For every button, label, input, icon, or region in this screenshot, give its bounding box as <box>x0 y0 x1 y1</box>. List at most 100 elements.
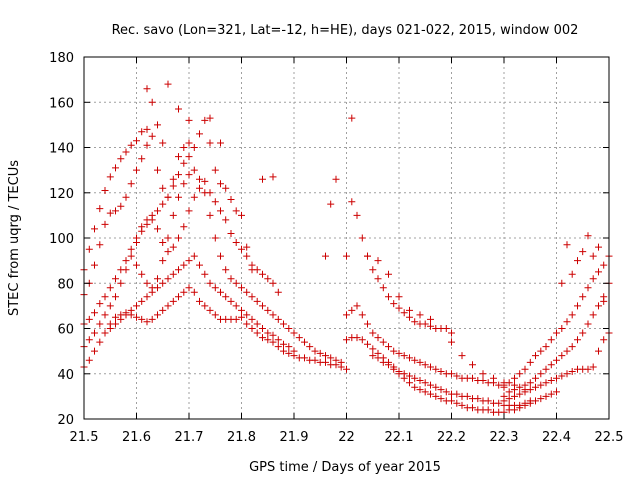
data-point <box>85 245 93 253</box>
data-point <box>484 406 492 414</box>
data-point <box>253 266 261 274</box>
data-point <box>584 232 592 240</box>
data-point <box>421 361 429 369</box>
data-point <box>332 356 340 364</box>
data-point <box>211 198 219 206</box>
data-point <box>453 399 461 407</box>
data-point <box>448 329 455 337</box>
data-point <box>558 279 566 287</box>
data-point <box>159 200 167 208</box>
data-point <box>264 329 272 337</box>
data-point <box>159 239 167 246</box>
data-point <box>553 356 560 364</box>
data-point <box>148 284 156 292</box>
data-point <box>154 311 161 319</box>
data-point <box>196 175 203 183</box>
data-point <box>547 377 555 384</box>
data-point <box>547 390 555 398</box>
data-point <box>269 311 277 319</box>
x-tick-label: 22.2 <box>437 430 466 445</box>
data-point <box>180 261 188 269</box>
data-point <box>227 196 235 203</box>
data-point <box>563 318 571 326</box>
data-point <box>269 338 277 346</box>
data-point <box>574 336 581 344</box>
data-point <box>96 320 104 328</box>
data-point <box>217 207 224 215</box>
data-point <box>101 220 109 228</box>
data-point <box>264 306 272 314</box>
data-point <box>353 334 361 342</box>
data-point <box>274 315 282 323</box>
data-point <box>337 358 345 366</box>
data-point <box>206 139 214 147</box>
data-point <box>127 180 135 188</box>
data-point <box>222 184 230 192</box>
data-point <box>385 343 392 351</box>
data-point <box>143 318 151 326</box>
data-point <box>264 336 272 344</box>
data-point <box>558 352 566 360</box>
data-point <box>395 370 403 378</box>
series-track-14 <box>500 252 613 391</box>
data-point <box>432 392 440 400</box>
data-point <box>437 325 445 332</box>
data-point <box>180 223 188 231</box>
data-point <box>301 354 308 362</box>
data-point <box>238 245 245 253</box>
data-point <box>542 365 550 373</box>
data-point <box>248 325 256 332</box>
data-point <box>390 300 398 308</box>
data-point <box>133 166 140 174</box>
data-point <box>285 349 293 357</box>
data-point <box>227 297 235 305</box>
data-point <box>133 137 140 145</box>
data-point <box>369 352 377 360</box>
data-point <box>579 248 587 256</box>
chart-title: Rec. savo (Lon=321, Lat=-12, h=HE), days… <box>112 23 579 38</box>
data-point <box>400 352 408 360</box>
data-point <box>511 406 518 414</box>
data-point <box>159 279 167 287</box>
data-point <box>374 275 382 283</box>
data-point <box>185 116 193 124</box>
data-point <box>532 397 539 405</box>
data-point <box>138 315 146 323</box>
data-point <box>547 336 555 344</box>
data-point <box>138 227 146 235</box>
data-point <box>180 159 188 167</box>
data-point <box>358 311 366 319</box>
data-point <box>574 302 581 310</box>
data-point <box>526 379 534 387</box>
x-tick-label: 22.3 <box>490 430 519 445</box>
data-point <box>411 318 419 326</box>
data-point <box>511 392 518 400</box>
data-point <box>269 331 277 339</box>
y-tick-label: 60 <box>57 323 74 338</box>
data-point <box>259 270 266 278</box>
data-point <box>106 325 114 332</box>
data-point <box>122 193 130 201</box>
data-point <box>568 311 576 319</box>
data-point <box>348 114 356 122</box>
data-point <box>243 288 251 296</box>
data-point <box>521 388 529 396</box>
data-point <box>248 261 256 269</box>
data-point <box>285 343 293 351</box>
data-point <box>175 234 182 242</box>
data-point <box>579 293 587 301</box>
data-point <box>106 173 114 181</box>
data-point <box>568 343 576 351</box>
series-track-10 <box>343 302 508 389</box>
data-point <box>206 279 214 287</box>
y-axis-label: STEC from uqrg / TECUs <box>7 160 22 316</box>
data-point <box>301 338 308 346</box>
data-point <box>311 347 319 355</box>
data-point <box>495 399 503 407</box>
data-point <box>427 390 434 398</box>
data-point <box>390 347 398 355</box>
data-point <box>91 261 98 269</box>
data-point <box>164 193 172 201</box>
data-point <box>127 141 135 149</box>
data-point <box>327 354 335 362</box>
